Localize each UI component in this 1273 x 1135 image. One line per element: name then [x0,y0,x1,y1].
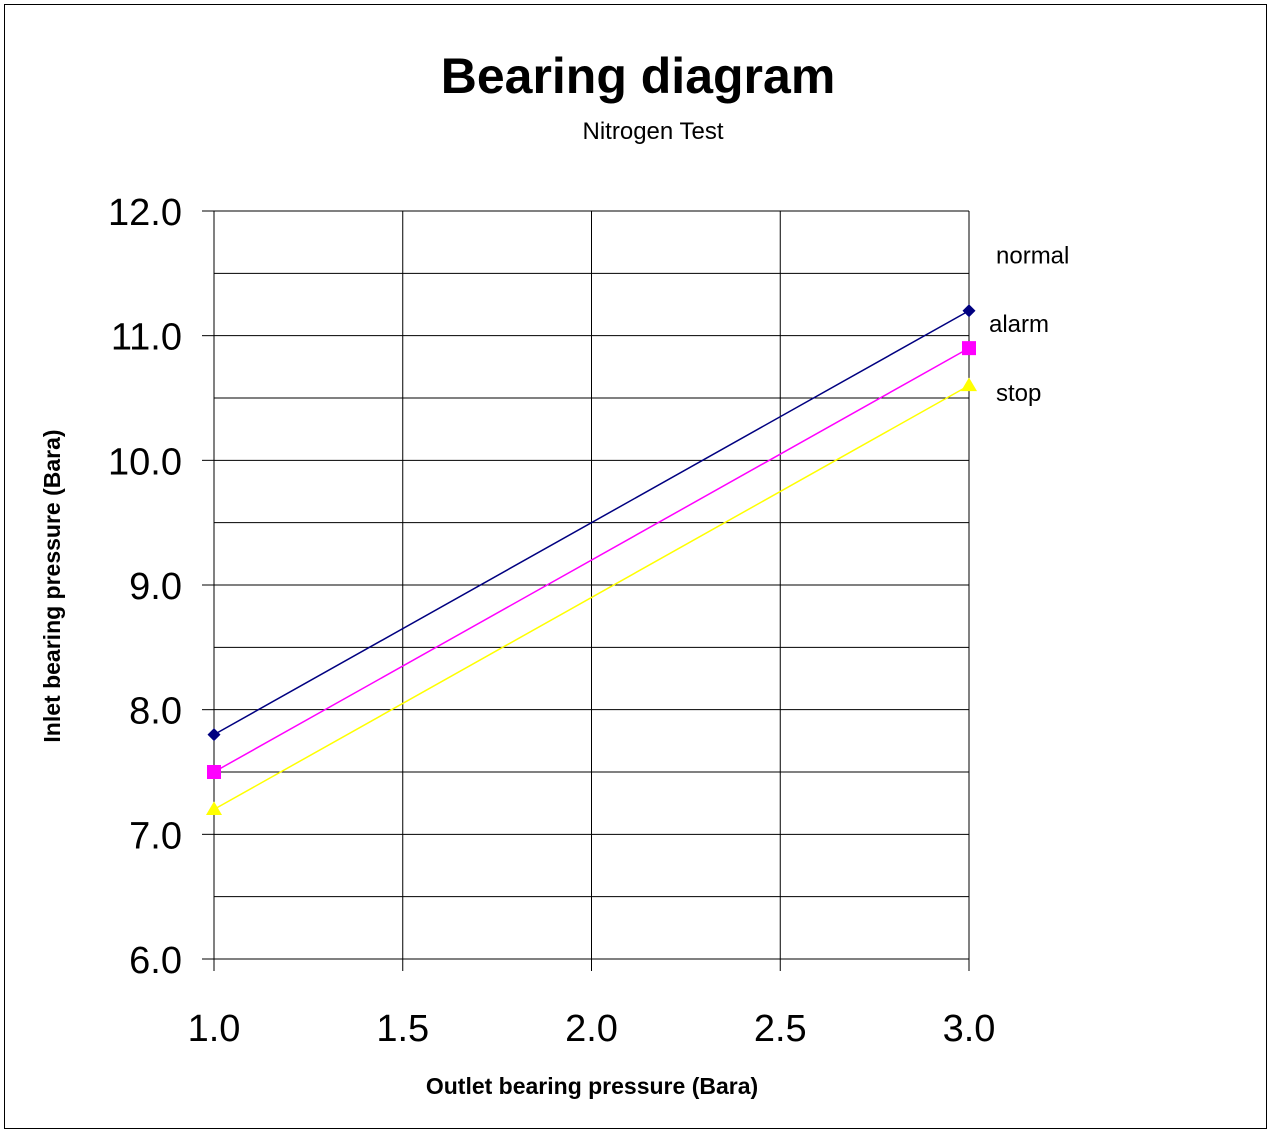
annotations: normal alarm stop [989,243,1069,407]
x-tick-label: 1.0 [188,1008,241,1050]
y-tick-label: 10.0 [108,441,182,483]
y-tick-label: 6.0 [129,940,182,982]
data-point [963,304,976,317]
y-tick-label: 7.0 [129,815,182,857]
data-point [961,378,977,392]
annotation-label: alarm [989,311,1049,338]
tick-labels: 1.0 1.5 2.0 2.5 3.0 6.0 7.0 8.0 9.0 10.0 11.0 12.0 [108,192,995,1050]
data-point [207,765,221,779]
chart-subtitle: Nitrogen Test [583,118,724,145]
annotation-label: stop [996,380,1041,407]
data-point [206,801,222,815]
chart-title: Bearing diagram [441,48,836,104]
x-tick-label: 1.5 [376,1008,429,1050]
x-tick-label: 3.0 [943,1008,996,1050]
x-axis-label: Outlet bearing pressure (Bara) [426,1073,758,1099]
y-tick-label: 8.0 [129,691,182,733]
annotation-label: normal [996,243,1069,270]
y-axis-label: Inlet bearing pressure (Bara) [39,429,65,742]
x-tick-label: 2.5 [754,1008,807,1050]
y-tick-label: 11.0 [111,317,182,359]
grid [202,211,969,971]
data-point [962,341,976,355]
data-point [208,728,221,741]
x-tick-label: 2.0 [565,1008,618,1050]
y-tick-label: 12.0 [108,192,182,234]
y-tick-label: 9.0 [129,566,182,608]
